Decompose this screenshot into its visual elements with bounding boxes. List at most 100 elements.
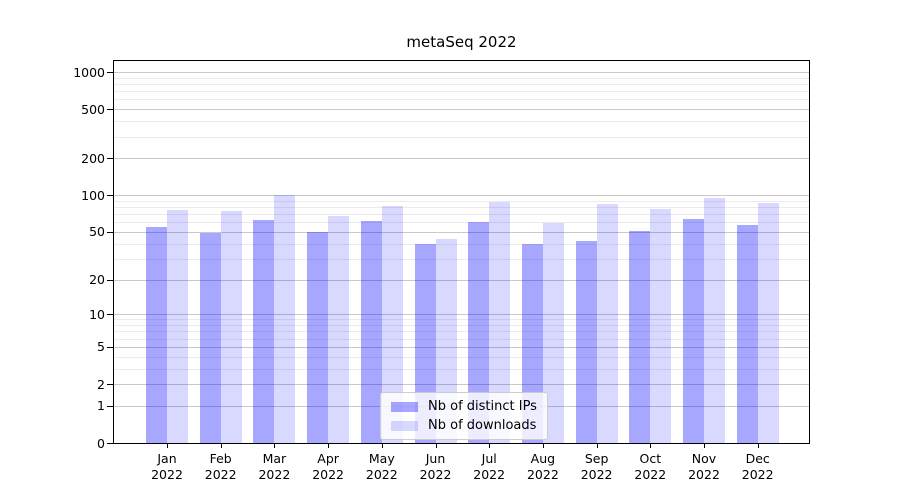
x-tick-year: 2022	[634, 466, 667, 482]
gridline-major	[114, 158, 809, 160]
bar-downloads	[274, 194, 296, 443]
x-tick-mark	[220, 444, 222, 448]
legend-label-downloads: Nb of downloads	[428, 418, 537, 433]
gridline-minor	[114, 77, 809, 79]
y-tick-label: 20	[89, 272, 105, 287]
y-tick-label: 1000	[73, 64, 105, 80]
bar-downloads	[489, 202, 511, 443]
gridline-minor	[114, 319, 809, 321]
y-tick-label: 100	[81, 187, 105, 203]
y-tick-mark	[107, 195, 113, 197]
y-tick-label: 5	[97, 339, 105, 355]
x-tick-month: Jun	[425, 451, 446, 466]
x-tick-year: 2022	[258, 466, 291, 482]
gridline-minor	[114, 258, 809, 260]
gridline-major	[114, 279, 809, 281]
y-tick-label: 500	[81, 101, 105, 117]
x-tick-year: 2022	[312, 466, 344, 482]
y-tick-label: 0	[97, 435, 105, 451]
x-tick-year: 2022	[688, 466, 720, 482]
x-tick-mark	[757, 444, 759, 448]
x-tick-label: Feb 2022	[186, 451, 256, 482]
x-tick-mark	[596, 444, 598, 448]
x-tick-mark	[274, 444, 276, 448]
bar-downloads	[704, 197, 725, 443]
gridline-minor	[114, 243, 809, 245]
y-tick-label: 2	[97, 376, 105, 392]
gridline-minor	[114, 331, 809, 333]
gridline-minor	[114, 338, 809, 340]
y-tick-mark	[107, 72, 113, 73]
gridline-minor	[114, 200, 809, 202]
x-tick-month: Apr	[317, 451, 339, 466]
x-tick-month: May	[368, 451, 395, 466]
bar-distinct-ips	[683, 218, 704, 443]
x-tick-month: Jan	[157, 451, 177, 466]
bar-downloads	[757, 203, 779, 443]
x-tick-year: 2022	[365, 466, 398, 482]
x-tick-year: 2022	[204, 466, 237, 482]
bar-distinct-ips	[146, 226, 167, 443]
gridline-minor	[114, 91, 809, 93]
bar-distinct-ips	[307, 231, 329, 443]
legend: Nb of distinct IPs Nb of downloads	[380, 392, 548, 440]
plot-area: Nb of distinct IPs Nb of downloads	[113, 60, 810, 444]
gridline-major	[114, 231, 809, 233]
gridline-minor	[114, 136, 809, 138]
x-tick-month: Dec	[745, 451, 770, 466]
gridline-major	[114, 384, 809, 385]
chart-title: metaSeq 2022	[406, 33, 517, 51]
y-tick-mark	[107, 384, 113, 385]
y-tick-mark	[107, 109, 113, 111]
gridline-major	[114, 72, 809, 73]
gridline-major	[114, 195, 809, 197]
bar-downloads	[650, 209, 672, 443]
y-tick-mark	[107, 314, 113, 316]
x-tick-mark	[328, 444, 330, 448]
x-tick-month: Mar	[262, 451, 287, 466]
bar-distinct-ips	[575, 241, 597, 443]
gridline-minor	[114, 214, 809, 216]
bar-distinct-ips	[736, 225, 758, 443]
x-tick-month: Oct	[639, 451, 662, 466]
legend-swatch-downloads	[391, 420, 418, 431]
bar-downloads	[167, 209, 188, 443]
x-tick-year: 2022	[473, 466, 506, 482]
gridline-minor	[114, 121, 809, 123]
y-tick-label: 50	[89, 224, 105, 240]
x-tick-mark	[650, 444, 652, 448]
y-tick-mark	[107, 346, 113, 348]
y-tick-mark	[107, 443, 113, 444]
bar-downloads	[542, 223, 564, 443]
gridline-minor	[114, 368, 809, 370]
bar-downloads	[435, 238, 457, 443]
x-tick-label: Oct 2022	[615, 451, 685, 482]
bar-downloads	[596, 203, 618, 443]
gridline-minor	[114, 99, 809, 101]
gridline-major	[114, 314, 809, 316]
bar-downloads	[381, 206, 403, 443]
bar-distinct-ips	[199, 232, 221, 443]
x-tick-mark	[435, 444, 437, 448]
legend-label-distinct-ips: Nb of distinct IPs	[428, 399, 537, 414]
x-tick-year: 2022	[741, 466, 774, 482]
x-tick-label: Dec 2022	[723, 451, 793, 482]
gridline-minor	[114, 222, 809, 224]
bar-distinct-ips	[253, 219, 275, 443]
y-tick-mark	[107, 405, 113, 407]
x-tick-label: Mar 2022	[239, 451, 309, 482]
x-tick-label: Apr 2022	[293, 451, 363, 482]
y-tick-mark	[107, 279, 113, 281]
x-tick-month: Feb	[209, 451, 232, 466]
x-tick-label: Nov 2022	[669, 451, 739, 482]
y-tick-label: 1	[97, 398, 105, 414]
legend-swatch-distinct-ips	[391, 401, 418, 412]
y-tick-label: 10	[89, 306, 105, 322]
bar-distinct-ips	[360, 220, 382, 443]
x-tick-mark	[381, 444, 383, 448]
x-tick-month: Nov	[691, 451, 717, 466]
gridline-minor	[114, 84, 809, 85]
x-tick-mark	[704, 444, 705, 448]
x-tick-label: May 2022	[347, 451, 417, 482]
